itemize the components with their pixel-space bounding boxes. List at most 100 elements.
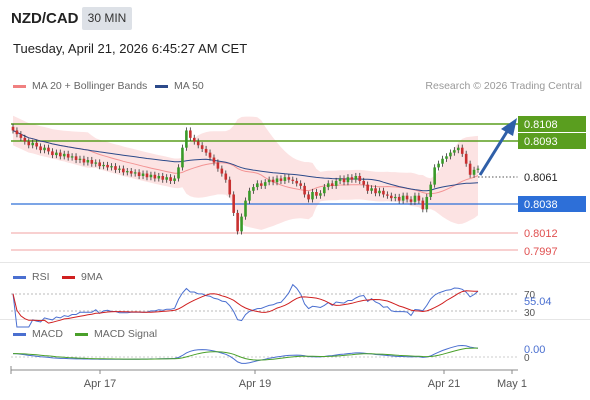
x-label-apr19: Apr 19 xyxy=(239,378,271,390)
pivot-label: 0.8038 xyxy=(524,199,558,211)
candle-body xyxy=(153,174,157,179)
macd-signal-label: MACD Signal xyxy=(94,328,158,340)
candles xyxy=(11,123,480,235)
candle-body xyxy=(437,163,440,168)
candle-body xyxy=(445,156,448,159)
candle-body xyxy=(55,152,58,156)
candle-body xyxy=(362,180,366,185)
rsi-ma-swatch xyxy=(62,275,75,279)
candle-body xyxy=(323,187,326,194)
candle-body xyxy=(401,195,405,201)
candle-body xyxy=(220,168,224,174)
candle-body xyxy=(161,176,165,180)
candle-body xyxy=(23,137,27,142)
candle-body xyxy=(11,126,15,131)
candle-body xyxy=(275,178,279,183)
macd-label: MACD xyxy=(32,328,63,340)
ma50-swatch xyxy=(155,84,168,88)
macd-swatch xyxy=(13,332,26,336)
candle-body xyxy=(98,162,101,167)
candle-body xyxy=(31,142,35,146)
candle-body xyxy=(390,195,393,199)
legend-macd: MACD xyxy=(13,328,63,340)
rsi-value-label: 55.04 xyxy=(524,296,552,308)
rsi-line xyxy=(12,283,479,328)
candle-body xyxy=(74,156,78,160)
rsi-ma-line xyxy=(12,290,478,324)
x-label-apr17: Apr 17 xyxy=(84,378,116,390)
bollinger-band xyxy=(13,115,478,230)
rsi-swatch xyxy=(13,275,26,279)
legend-macd-signal: MACD Signal xyxy=(75,328,157,340)
candle-body xyxy=(350,177,354,180)
candle-body xyxy=(145,173,149,178)
candle-body xyxy=(472,169,476,175)
candle-body xyxy=(133,172,137,174)
candle-body xyxy=(27,141,31,146)
candle-body xyxy=(82,158,86,163)
candle-body xyxy=(118,168,121,170)
candle-body xyxy=(449,152,452,157)
candle-body xyxy=(405,195,409,200)
candle-body xyxy=(433,167,436,185)
candle-body xyxy=(35,142,38,147)
timeframe-button[interactable]: 30 MIN xyxy=(82,7,132,30)
candle-body xyxy=(47,147,50,152)
candle-body xyxy=(39,146,42,151)
divider-price-rsi xyxy=(0,262,590,263)
x-label-may1: May 1 xyxy=(497,378,527,390)
bollinger-band-fill xyxy=(13,115,478,230)
macd-value-label: 0.00 xyxy=(524,344,545,356)
candle-body xyxy=(228,179,232,195)
candle-body xyxy=(311,192,314,200)
candle-body xyxy=(66,153,70,158)
candle-body xyxy=(256,183,259,188)
candle-body xyxy=(102,164,105,167)
pivot-label-box xyxy=(518,196,586,212)
candle-body xyxy=(287,177,291,180)
rsi-30-label: 30 xyxy=(524,308,536,319)
candle-body xyxy=(326,183,330,188)
candle-body xyxy=(169,177,172,181)
candle-body xyxy=(189,130,192,138)
candle-body xyxy=(216,162,220,169)
last-label-box xyxy=(517,168,587,186)
symbol-label: NZD/CAD xyxy=(11,10,79,27)
candle-body xyxy=(393,196,397,199)
ma50-label: MA 50 xyxy=(174,80,204,92)
candle-body xyxy=(267,179,271,183)
projection-arrow-line xyxy=(478,129,510,176)
candle-body xyxy=(177,167,180,179)
divider-rsi-macd xyxy=(0,319,590,320)
candle-body xyxy=(244,200,247,217)
candle-body xyxy=(62,153,66,157)
candle-body xyxy=(460,147,464,154)
candle-body xyxy=(110,166,113,168)
candle-body xyxy=(453,150,456,153)
legend-rsi-ma: 9MA xyxy=(62,271,103,283)
candle-body xyxy=(43,147,46,151)
candle-body xyxy=(366,184,369,191)
legend-ma50: MA 50 xyxy=(155,80,204,92)
moving-averages xyxy=(12,130,479,195)
candle-body xyxy=(319,193,322,196)
candle-body xyxy=(354,176,358,180)
candle-body xyxy=(378,190,381,194)
candle-body xyxy=(192,137,196,142)
macd-signal-line xyxy=(13,347,478,361)
candle-body xyxy=(19,134,23,138)
candle-body xyxy=(315,192,318,196)
candle-body xyxy=(185,130,188,148)
candle-body xyxy=(224,173,228,180)
macd-signal-swatch xyxy=(75,332,88,336)
candle-body xyxy=(456,147,460,151)
candle-body xyxy=(271,179,275,183)
candle-body xyxy=(106,164,109,168)
candle-body xyxy=(51,151,54,156)
candle-body xyxy=(397,196,401,201)
rsi-lines xyxy=(12,283,479,328)
rsi-label: RSI xyxy=(32,271,50,283)
candle-body xyxy=(196,141,200,146)
candle-body xyxy=(409,199,413,202)
